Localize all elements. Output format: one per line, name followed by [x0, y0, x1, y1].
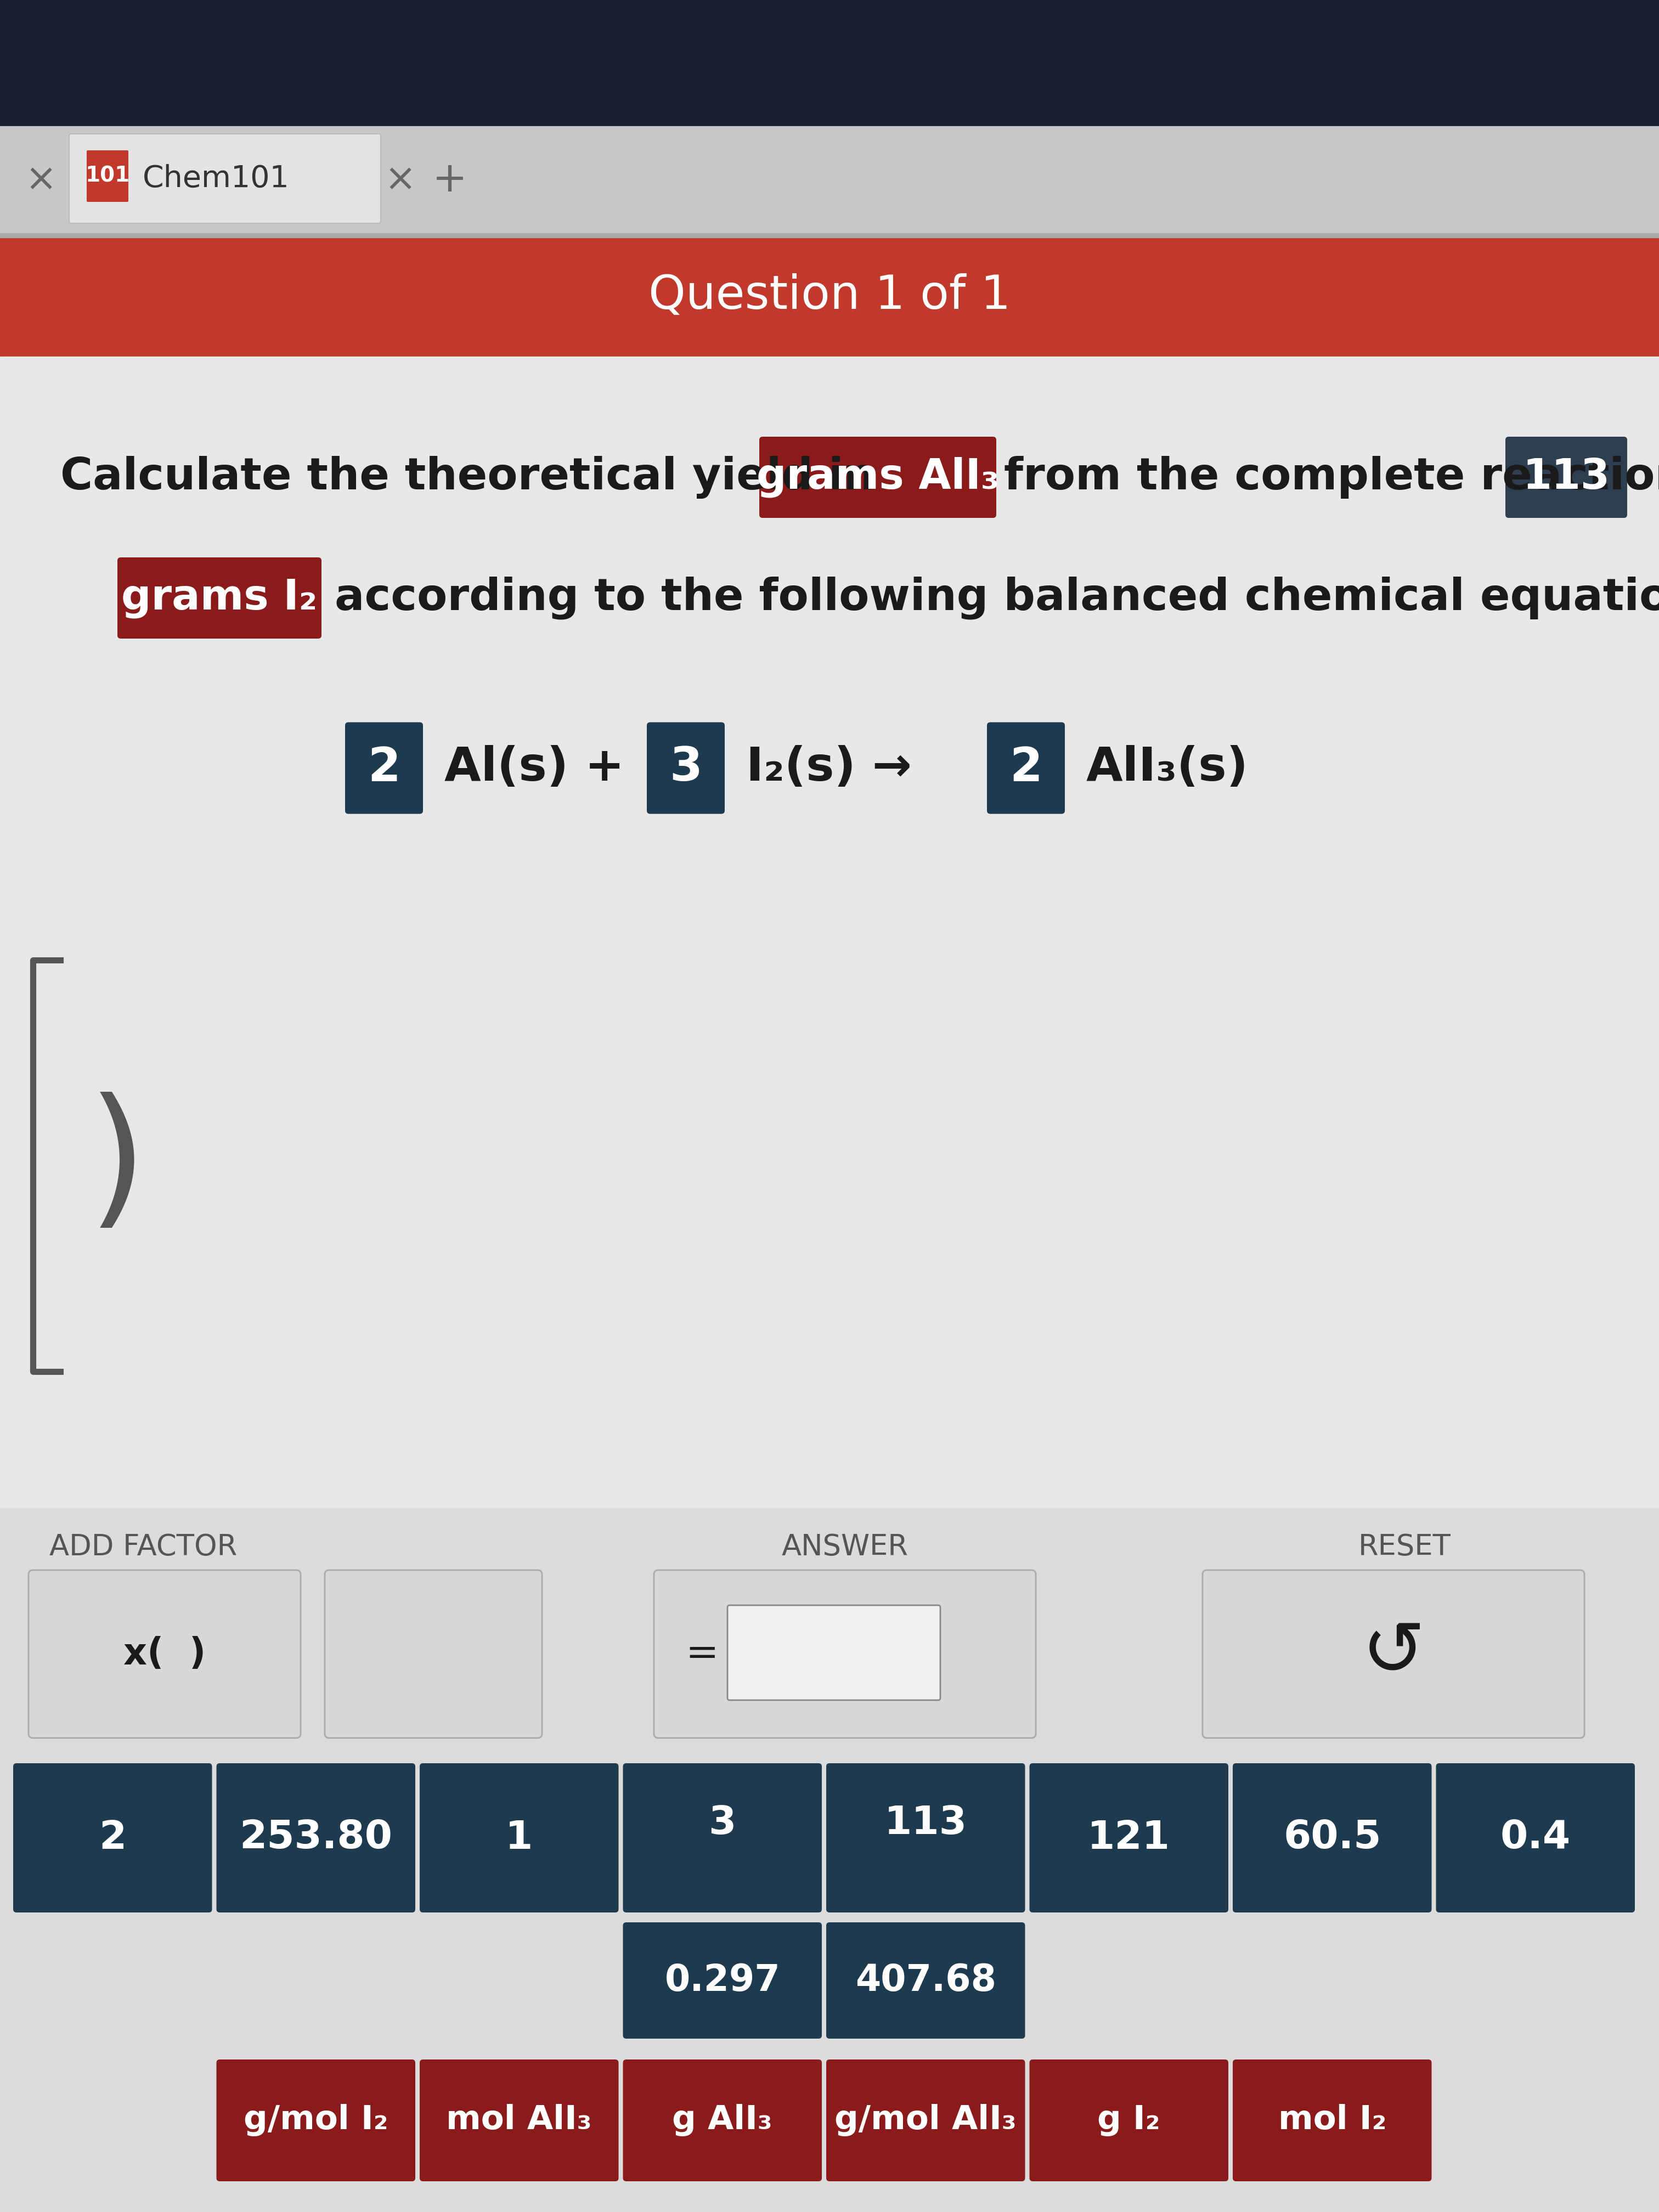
FancyBboxPatch shape — [654, 1571, 1035, 1739]
FancyBboxPatch shape — [1233, 1763, 1432, 1913]
Text: g/mol I₂: g/mol I₂ — [244, 2104, 388, 2137]
Text: Question 1 of 1: Question 1 of 1 — [649, 274, 1010, 319]
FancyBboxPatch shape — [647, 723, 725, 814]
Text: 2: 2 — [100, 1818, 126, 1856]
Text: I₂(s) →: I₂(s) → — [747, 745, 912, 792]
FancyBboxPatch shape — [28, 1571, 300, 1739]
Text: 2: 2 — [368, 745, 400, 792]
FancyBboxPatch shape — [86, 150, 128, 201]
Text: 60.5: 60.5 — [1282, 1818, 1380, 1856]
Text: x(  ): x( ) — [123, 1637, 206, 1672]
Text: g I₂: g I₂ — [1098, 2104, 1160, 2137]
Bar — [0, 1509, 1659, 2212]
FancyBboxPatch shape — [826, 1922, 1025, 2039]
Text: according to the following balanced chemical equation:: according to the following balanced chem… — [335, 577, 1659, 619]
Text: g/mol AlI₃: g/mol AlI₃ — [834, 2104, 1017, 2137]
Text: ANSWER: ANSWER — [781, 1533, 907, 1562]
Text: ADD FACTOR: ADD FACTOR — [50, 1533, 237, 1562]
Text: 3: 3 — [669, 745, 702, 792]
Text: +: + — [433, 159, 468, 201]
Text: =: = — [685, 1635, 718, 1672]
FancyBboxPatch shape — [420, 2059, 619, 2181]
FancyBboxPatch shape — [1505, 436, 1627, 518]
Text: ×: × — [25, 161, 56, 199]
FancyBboxPatch shape — [987, 723, 1065, 814]
Text: Calculate the theoretical yield in: Calculate the theoretical yield in — [60, 456, 874, 498]
FancyBboxPatch shape — [70, 135, 380, 223]
Text: Al(s) +: Al(s) + — [445, 745, 624, 792]
FancyBboxPatch shape — [13, 1763, 212, 1913]
FancyBboxPatch shape — [1030, 2059, 1228, 2181]
FancyBboxPatch shape — [1437, 1763, 1634, 1913]
Bar — [0, 356, 1659, 1509]
Text: mol AlI₃: mol AlI₃ — [446, 2104, 592, 2137]
Bar — [0, 126, 1659, 237]
FancyBboxPatch shape — [216, 1763, 415, 1913]
Text: grams AlI₃: grams AlI₃ — [757, 458, 999, 498]
Text: 101: 101 — [85, 166, 129, 186]
FancyBboxPatch shape — [325, 1571, 542, 1739]
FancyBboxPatch shape — [622, 2059, 821, 2181]
FancyBboxPatch shape — [622, 1763, 821, 1913]
Text: mol I₂: mol I₂ — [1277, 2104, 1387, 2137]
Text: 2: 2 — [1009, 745, 1042, 792]
FancyBboxPatch shape — [622, 1922, 821, 2039]
FancyBboxPatch shape — [118, 557, 322, 639]
FancyBboxPatch shape — [1203, 1571, 1584, 1739]
Text: g AlI₃: g AlI₃ — [672, 2104, 773, 2137]
FancyBboxPatch shape — [216, 2059, 415, 2181]
Bar — [0, 232, 1659, 237]
Text: 0.4: 0.4 — [1500, 1818, 1571, 1856]
Text: from the complete reaction of: from the complete reaction of — [1004, 456, 1659, 498]
Bar — [0, 0, 1659, 126]
Text: 3: 3 — [708, 1805, 737, 1843]
Text: ×: × — [385, 161, 416, 199]
Text: Chem101: Chem101 — [143, 164, 290, 195]
FancyBboxPatch shape — [727, 1606, 941, 1701]
Text: RESET: RESET — [1359, 1533, 1450, 1562]
Text: 253.80: 253.80 — [239, 1818, 393, 1856]
Text: 0.297: 0.297 — [665, 1962, 780, 2000]
Text: ↺: ↺ — [1362, 1617, 1425, 1692]
Text: grams I₂: grams I₂ — [121, 577, 317, 619]
Bar — [0, 237, 1659, 356]
FancyBboxPatch shape — [760, 436, 997, 518]
Text: AlI₃(s): AlI₃(s) — [1087, 745, 1249, 792]
Text: 121: 121 — [1088, 1818, 1170, 1856]
FancyBboxPatch shape — [826, 1763, 1025, 1913]
Text: ): ) — [88, 1093, 148, 1241]
Text: 113: 113 — [884, 1805, 967, 1843]
FancyBboxPatch shape — [1233, 2059, 1432, 2181]
Text: 1: 1 — [506, 1818, 533, 1856]
Text: 407.68: 407.68 — [854, 1962, 995, 2000]
FancyBboxPatch shape — [345, 723, 423, 814]
Text: 113: 113 — [1523, 458, 1609, 498]
FancyBboxPatch shape — [420, 1763, 619, 1913]
FancyBboxPatch shape — [1030, 1763, 1228, 1913]
FancyBboxPatch shape — [826, 2059, 1025, 2181]
